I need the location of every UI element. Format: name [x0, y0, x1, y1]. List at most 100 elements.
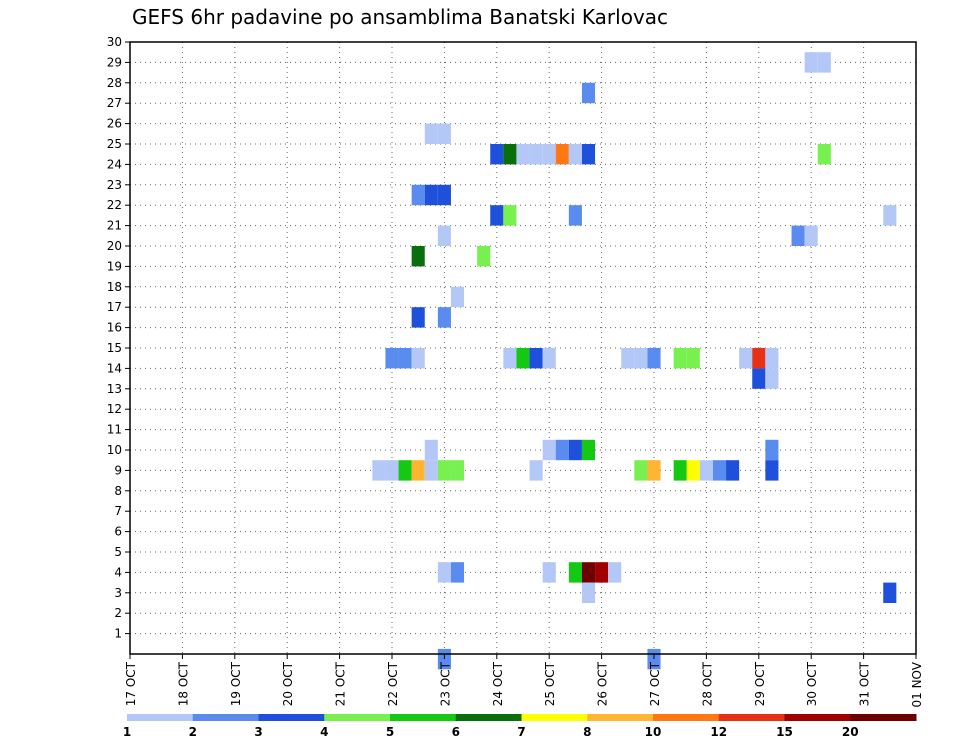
legend-swatch [127, 714, 194, 721]
heatmap-cell [503, 205, 517, 226]
legend-label: 7 [517, 725, 525, 739]
y-tick-label: 24 [107, 157, 122, 171]
y-tick-label: 27 [107, 96, 122, 110]
heatmap-cell [411, 307, 425, 328]
heatmap-cell [437, 562, 451, 583]
x-tick-label: 31 OCT [858, 661, 872, 706]
y-tick-label: 7 [114, 504, 122, 518]
y-tick-label: 26 [107, 117, 122, 131]
color-legend: 1 2 3 4 5 6 7 8 10 12 15 20 [123, 714, 917, 739]
y-tick-label: 16 [107, 321, 122, 335]
y-axis-ticks: 1234567891011121314151617181920212223242… [107, 35, 130, 641]
heatmap-cell [424, 460, 438, 481]
heatmap-cell [542, 562, 556, 583]
heatmap-cell [752, 368, 766, 389]
y-tick-label: 30 [107, 35, 122, 49]
heatmap-cell [621, 348, 635, 369]
legend-swatch [521, 714, 588, 721]
heatmap-cell [581, 144, 596, 165]
legend-swatch [455, 714, 522, 721]
heatmap-cell [595, 562, 609, 583]
legend-label: 12 [710, 725, 727, 739]
heatmap-cell [568, 144, 582, 165]
heatmap-cell [516, 144, 530, 165]
legend-label: 1 [123, 725, 131, 739]
heatmap-cell [634, 460, 648, 481]
heatmap-cell [804, 52, 818, 73]
legend-label: 10 [645, 725, 662, 739]
chart-title: GEFS 6hr padavine po ansamblima Banatski… [132, 5, 668, 29]
heatmap-cell [765, 460, 779, 481]
heatmap-cell [804, 225, 818, 246]
heatmap-cell [699, 460, 713, 481]
legend-swatch [850, 714, 917, 721]
heatmap-cell [647, 348, 661, 369]
y-tick-label: 29 [107, 55, 122, 69]
heatmap-cell [503, 144, 517, 165]
heatmap-cell [490, 144, 504, 165]
heatmap-cell [490, 205, 504, 226]
x-tick-label: 21 OCT [334, 661, 348, 706]
legend-label: 3 [254, 725, 262, 739]
legend-swatch [653, 714, 720, 721]
grid-lines [129, 41, 917, 654]
heatmap-cell [726, 460, 740, 481]
legend-swatch [718, 714, 785, 721]
heatmap-cell [411, 348, 425, 369]
legend-label: 5 [386, 725, 394, 739]
x-tick-label: 30 OCT [805, 661, 819, 706]
y-tick-label: 18 [107, 280, 122, 294]
heatmap-cell [542, 348, 556, 369]
heatmap-cell [817, 52, 831, 73]
heatmap-cell [411, 246, 425, 267]
heatmap-cell [529, 144, 543, 165]
x-tick-label: 01 NOV [910, 661, 924, 707]
heatmap-cell [686, 460, 700, 481]
y-tick-label: 14 [107, 361, 122, 375]
y-tick-label: 5 [114, 545, 122, 559]
heatmap-cell [542, 144, 556, 165]
heatmap-cell [542, 439, 556, 461]
y-tick-label: 8 [114, 484, 122, 498]
heatmap-cell [673, 348, 687, 369]
y-tick-label: 21 [107, 219, 122, 233]
x-tick-label: 22 OCT [386, 661, 400, 706]
heatmap-cell [581, 582, 596, 603]
y-tick-label: 17 [107, 300, 122, 314]
heatmap-cell [634, 348, 648, 369]
x-tick-label: 23 OCT [438, 661, 452, 706]
legend-swatch [587, 714, 654, 721]
y-tick-label: 20 [107, 239, 122, 253]
heatmap-cell [503, 348, 517, 369]
heatmap-cell [555, 439, 569, 461]
heatmap-cell [686, 348, 700, 369]
y-tick-label: 2 [114, 606, 122, 620]
y-tick-label: 28 [107, 76, 122, 90]
x-tick-label: 29 OCT [753, 661, 767, 706]
heatmap-cell [883, 582, 897, 603]
heatmap-cells [372, 52, 897, 670]
heatmap-cell [372, 460, 386, 481]
x-tick-label: 28 OCT [700, 661, 714, 706]
heatmap-cell [529, 348, 543, 369]
x-tick-label: 24 OCT [491, 661, 505, 706]
heatmap-cell [581, 562, 596, 583]
legend-label: 20 [842, 725, 859, 739]
legend-label: 15 [776, 725, 793, 739]
heatmap-cell [477, 246, 491, 267]
heatmap-cell [739, 348, 753, 369]
heatmap-cell [385, 460, 399, 481]
y-tick-label: 3 [114, 586, 122, 600]
heatmap-cell [385, 348, 399, 369]
heatmap-cell [424, 123, 438, 144]
x-axis-ticks: 17 OCT 18 OCT 19 OCT 20 OCT 21 OCT 22 OCT 23 O… [124, 654, 924, 708]
y-tick-label: 4 [114, 565, 122, 579]
x-tick-label: 17 OCT [124, 661, 138, 706]
heatmap-cell [398, 460, 412, 481]
heatmap-cell [437, 307, 451, 328]
heatmap-cell [398, 348, 412, 369]
heatmap-cell [765, 439, 779, 461]
heatmap-cell [437, 225, 451, 246]
heatmap-cell [516, 348, 530, 369]
y-tick-label: 1 [114, 627, 122, 641]
